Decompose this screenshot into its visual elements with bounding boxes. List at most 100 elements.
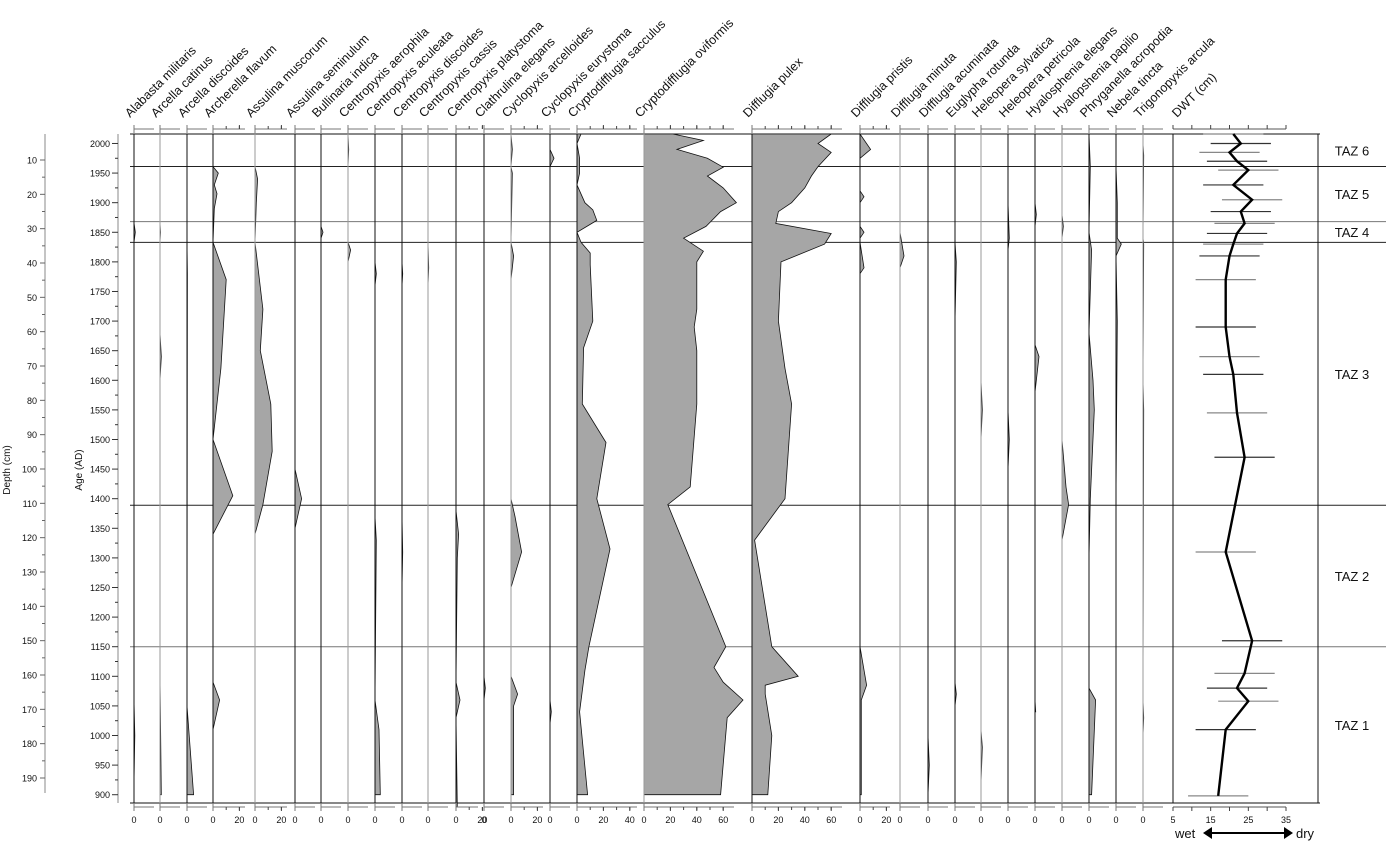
- scale-tick-label: 0: [749, 815, 754, 825]
- taxon-curve: [1061, 134, 1070, 706]
- depth-tick-label: 50: [27, 293, 37, 303]
- scale-tick-label: 20: [881, 815, 891, 825]
- depth-tick-label: 180: [22, 739, 37, 749]
- taxon-column: [643, 125, 744, 811]
- age-tick-label: 1250: [90, 583, 110, 593]
- taxon-column: [1115, 125, 1136, 811]
- scale-tick-label: 0: [897, 815, 902, 825]
- age-tick-label: 1700: [90, 317, 110, 327]
- age-axis-title: Age (AD): [74, 449, 85, 490]
- scale-tick-label: 0: [508, 815, 513, 825]
- taxon-column: [1061, 125, 1082, 811]
- dry-label: dry: [1296, 826, 1315, 841]
- age-tick-label: 1500: [90, 435, 110, 445]
- scale-tick-label: 0: [952, 815, 957, 825]
- scale-tick-label: 20: [234, 815, 244, 825]
- dwt-tick-label: 5: [1170, 815, 1175, 825]
- depth-tick-label: 140: [22, 602, 37, 612]
- taxon-column: [549, 125, 570, 811]
- taxon-column: [510, 125, 543, 811]
- zone-label: TAZ 6: [1335, 143, 1369, 158]
- taxon-curve: [374, 134, 381, 796]
- depth-tick-label: 170: [22, 705, 37, 715]
- taxon-column: [483, 125, 504, 811]
- scale-tick-label: 0: [547, 815, 552, 825]
- depth-tick-label: 130: [22, 568, 37, 578]
- taxon-column: [859, 125, 890, 811]
- age-tick-label: 950: [95, 761, 110, 771]
- depth-tick-label: 110: [23, 499, 37, 509]
- scale-tick-label: 0: [184, 815, 189, 825]
- age-tick-label: 1150: [91, 642, 110, 652]
- depth-tick-label: 90: [27, 430, 37, 440]
- arrow-right-icon: [1284, 827, 1293, 839]
- taxon-curve: [186, 134, 195, 796]
- depth-axis-title: Depth (cm): [2, 445, 13, 494]
- taxon-curve: [212, 134, 234, 730]
- zone-label: TAZ 1: [1335, 718, 1369, 733]
- scale-tick-label: 0: [425, 815, 430, 825]
- scale-tick-label: 0: [1059, 815, 1064, 825]
- scale-tick-label: 0: [1032, 815, 1037, 825]
- taxon-curve: [549, 134, 555, 724]
- age-tick-label: 1300: [90, 553, 110, 563]
- scale-tick-label: 0: [131, 815, 136, 825]
- scale-tick-label: 0: [345, 815, 350, 825]
- age-tick-label: 1400: [90, 494, 110, 504]
- wet-label: wet: [1174, 826, 1196, 841]
- scale-tick-label: 40: [800, 815, 810, 825]
- scale-tick-label: 40: [692, 815, 702, 825]
- age-tick-label: 1950: [90, 169, 110, 179]
- scale-tick-label: 0: [641, 815, 646, 825]
- taxon-curve: [1088, 133, 1097, 796]
- dwt-curve: [1217, 133, 1254, 797]
- age-tick-label: 1850: [90, 228, 110, 238]
- age-tick-label: 1800: [90, 257, 110, 267]
- taxon-column: [954, 125, 975, 811]
- zone-label: TAZ 2: [1335, 569, 1369, 584]
- taxon-column: [455, 125, 483, 811]
- taxon-curve: [1034, 134, 1040, 713]
- depth-tick-label: 10: [27, 156, 37, 166]
- scale-tick-label: 0: [481, 815, 486, 825]
- taxon-curve: [455, 134, 461, 807]
- taxon-column: [1034, 125, 1055, 811]
- zone-label: TAZ 4: [1335, 225, 1369, 240]
- depth-tick-label: 60: [27, 327, 37, 337]
- age-tick-label: 1100: [91, 672, 110, 682]
- scale-tick-label: 20: [773, 815, 783, 825]
- depth-tick-label: 20: [27, 190, 37, 200]
- scale-tick-label: 60: [718, 815, 728, 825]
- taxon-curve: [1115, 134, 1122, 558]
- taxon-column: [133, 125, 154, 811]
- age-tick-label: 900: [95, 790, 110, 800]
- taxon-column: [576, 125, 637, 811]
- depth-tick-label: 30: [27, 224, 37, 234]
- taxon-column: [427, 125, 448, 811]
- scale-tick-label: 0: [318, 815, 323, 825]
- scale-tick-label: 0: [1005, 815, 1010, 825]
- taxon-column: [980, 125, 1001, 811]
- depth-tick-label: 80: [27, 396, 37, 406]
- age-tick-label: 1050: [90, 701, 110, 711]
- taxon-curve: [576, 133, 611, 796]
- age-tick-label: 1350: [90, 524, 110, 534]
- depth-tick-label: 150: [22, 636, 37, 646]
- depth-tick-label: 190: [22, 774, 37, 784]
- age-tick-label: 1650: [90, 346, 110, 356]
- taxon-curve: [643, 133, 744, 796]
- taxon-column: [1007, 125, 1028, 811]
- depth-tick-label: 40: [27, 259, 37, 269]
- age-tick-label: 1450: [90, 465, 110, 475]
- depth-tick-label: 70: [27, 362, 37, 372]
- depth-tick-label: 160: [22, 671, 37, 681]
- taxon-column: [212, 125, 245, 811]
- age-tick-label: 1000: [90, 731, 110, 741]
- scale-tick-label: 0: [210, 815, 215, 825]
- taxon-column: [927, 125, 948, 811]
- taxon-column: [159, 125, 180, 811]
- age-tick-label: 1200: [90, 613, 110, 623]
- taxon-column: [899, 125, 920, 811]
